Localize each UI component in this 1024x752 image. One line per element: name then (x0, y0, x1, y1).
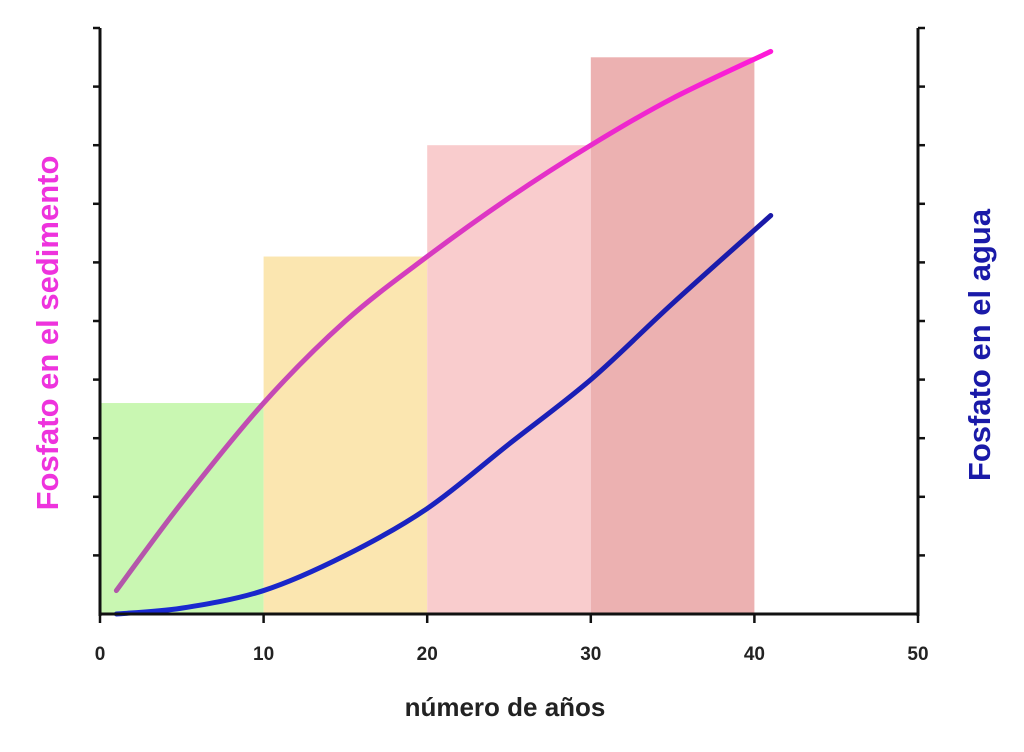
bar-1 (263, 256, 428, 614)
x-tick-label-5: 50 (907, 644, 928, 665)
left-axis-title: Fosfato en el sedimento (30, 156, 65, 511)
right-axis-title: Fosfato en el agua (962, 208, 997, 481)
bar-2 (427, 145, 591, 614)
x-tick-label-3: 30 (580, 644, 601, 665)
series-line-1 (113, 213, 774, 617)
ticks-layer: 0 10 20 30 40 50 (93, 26, 929, 665)
series-layer (113, 48, 774, 617)
bars-layer (100, 57, 755, 615)
x-tick-label-2: 20 (417, 644, 438, 665)
series-line-0 (113, 48, 774, 594)
x-tick-label-1: 10 (253, 644, 274, 665)
x-tick-label-0: 0 (95, 644, 106, 665)
x-tick-label-4: 40 (744, 644, 765, 665)
x-axis-title: número de años (405, 692, 606, 722)
bar-3 (590, 57, 755, 615)
